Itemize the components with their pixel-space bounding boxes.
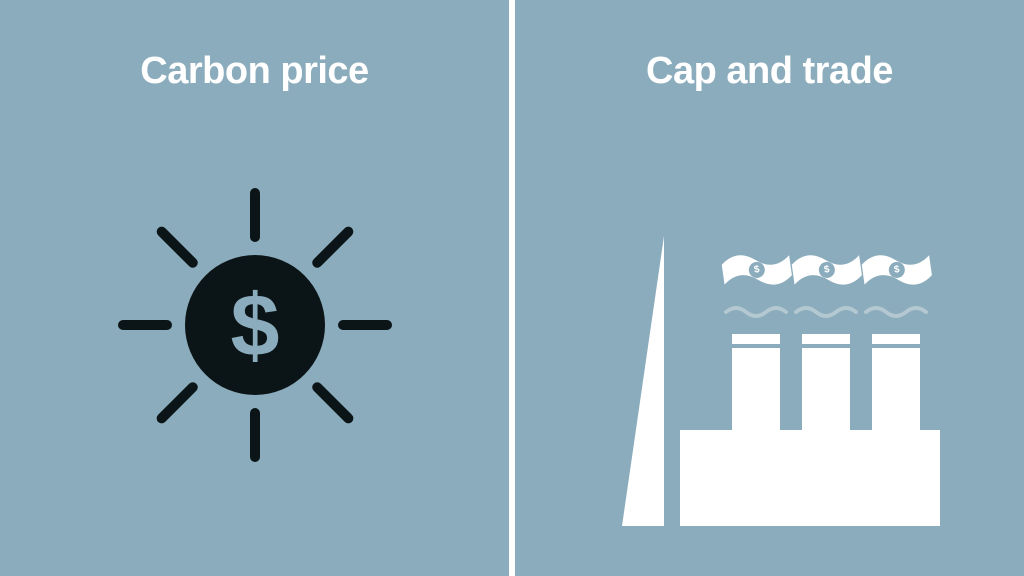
right-icon-area: $$$ [515, 93, 1024, 576]
sun-dollar-icon: $ [95, 165, 415, 485]
left-title: Carbon price [140, 50, 368, 93]
dollar-sign-icon: $ [230, 275, 279, 374]
factory-money-icon: $$$ [560, 106, 980, 526]
right-panel: Cap and trade $$$ [515, 0, 1024, 576]
smoke-lines-icon [726, 308, 926, 316]
right-title: Cap and trade [646, 50, 893, 93]
money-bills-icon: $$$ [720, 248, 932, 291]
left-panel: Carbon price $ [0, 0, 509, 576]
left-icon-area: $ [0, 93, 509, 576]
